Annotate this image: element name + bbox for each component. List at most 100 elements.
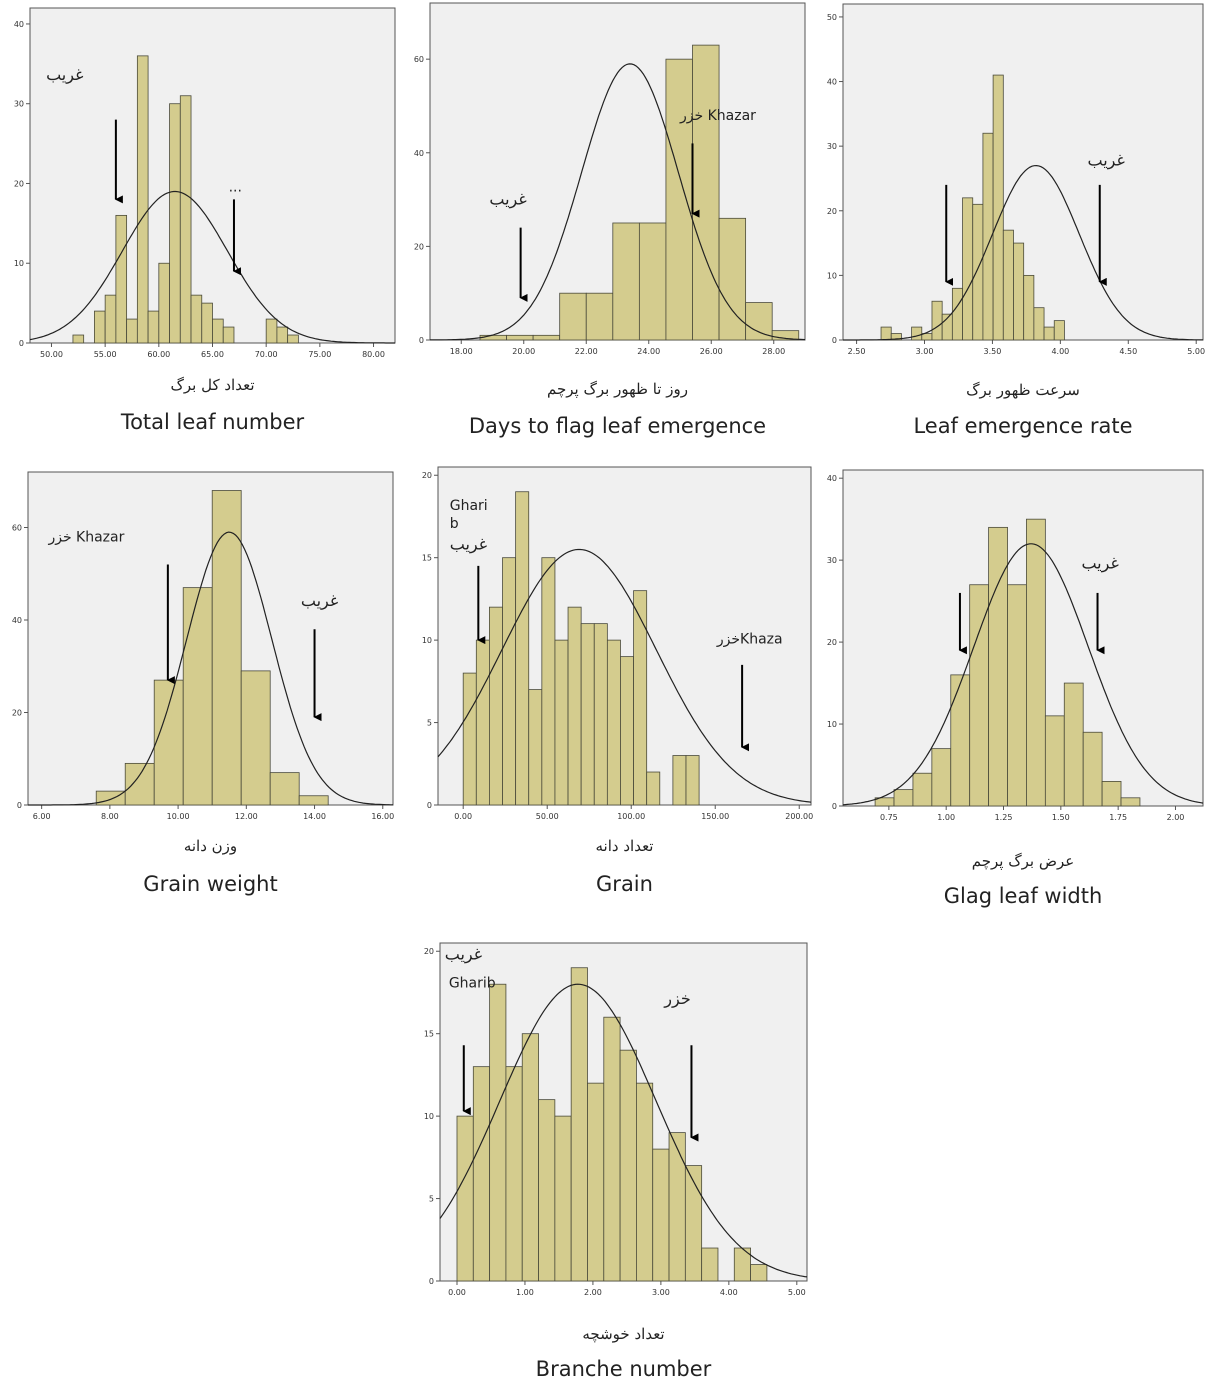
histogram-leaf-rate: 0 10 20 30 40 50 2.50 3.00 3.50 4.00 4.50 5.00 غریب xyxy=(827,3,1205,356)
y-tick-label: 0 xyxy=(19,339,24,348)
x-tick-label: 24.00 xyxy=(637,347,660,356)
x-axis-label-fa: سرعت ظهور برگ xyxy=(966,381,1080,399)
histogram-bar xyxy=(636,1082,654,1282)
x-tick-label: 4.00 xyxy=(1051,347,1069,356)
y-tick-label: 15 xyxy=(422,554,432,563)
x-tick-label: 50.00 xyxy=(536,812,559,821)
normal-curve xyxy=(437,548,812,803)
x-axis-label-fa: تعداد دانه xyxy=(595,837,654,855)
histogram-bar xyxy=(668,1132,686,1282)
histogram-bar xyxy=(969,584,990,807)
histogram-bar xyxy=(169,103,181,344)
histogram-bar xyxy=(1044,715,1065,807)
histogram-bar xyxy=(153,679,184,806)
normal-curve xyxy=(28,531,393,806)
histogram-bar xyxy=(692,44,720,341)
y-tick-label: 40 xyxy=(827,474,837,483)
x-tick-label: 20.00 xyxy=(512,347,535,356)
histogram-bar xyxy=(158,262,170,344)
y-tick-label: 40 xyxy=(12,616,22,625)
y-tick-label: 0 xyxy=(419,336,424,345)
histogram-bar xyxy=(612,222,640,341)
histogram-bar xyxy=(606,639,621,806)
histogram-bar xyxy=(911,326,923,341)
histogram-bar xyxy=(685,755,700,806)
histogram-bar xyxy=(672,755,687,806)
histogram-bar xyxy=(521,1033,539,1282)
histogram-bar xyxy=(528,689,543,806)
x-axis-label-en: Glag leaf width xyxy=(943,884,1103,908)
y-tick-label: 40 xyxy=(414,149,424,158)
histogram-bar xyxy=(136,55,149,344)
x-tick-label: 18.00 xyxy=(450,347,473,356)
histogram-bar xyxy=(1120,797,1141,807)
histogram-bar xyxy=(115,214,128,344)
x-tick-label: 4.50 xyxy=(1119,347,1137,356)
histogram-bar xyxy=(633,590,648,806)
y-tick-label: 0 xyxy=(832,336,837,345)
y-tick-label: 40 xyxy=(827,78,837,87)
x-tick-label: 22.00 xyxy=(575,347,598,356)
x-tick-label: 26.00 xyxy=(700,347,723,356)
y-tick-label: 0 xyxy=(427,801,432,810)
histogram-bar xyxy=(972,203,984,341)
y-tick-label: 30 xyxy=(827,142,837,151)
histogram-bar xyxy=(269,772,300,806)
x-tick-label: 5.00 xyxy=(1187,347,1205,356)
histogram-bar xyxy=(750,1264,768,1282)
histogram-bar xyxy=(489,983,507,1282)
annotation-label: غریب xyxy=(445,944,482,963)
histogram-bar xyxy=(603,1016,621,1282)
histogram-bar xyxy=(298,795,329,806)
x-tick-label: 3.50 xyxy=(984,347,1002,356)
plot-area xyxy=(29,7,396,344)
histogram-grain-weight: 0 20 40 60 6.00 8.00 10.00 12.00 14.00 16.00 خزر K… xyxy=(12,471,394,821)
x-axis-label-fa: تعداد خوشچه xyxy=(582,1325,665,1343)
annotation-label: غریب xyxy=(301,591,338,610)
x-axis-label-fa: روز تا ظهور برگ پرچم xyxy=(547,380,688,398)
y-tick-label: 10 xyxy=(422,636,432,645)
x-tick-label: 1.75 xyxy=(1109,813,1127,822)
histogram-bar xyxy=(1026,518,1046,807)
x-tick-label: 6.00 xyxy=(33,812,51,821)
y-tick-label: 20 xyxy=(14,179,24,188)
histogram-bar xyxy=(646,771,661,806)
annotation-label: غریب xyxy=(46,65,83,84)
x-tick-label: 2.00 xyxy=(1167,813,1185,822)
histogram-bar xyxy=(95,790,126,806)
x-tick-label: 28.00 xyxy=(762,347,785,356)
y-tick-label: 20 xyxy=(827,207,837,216)
y-tick-label: 30 xyxy=(14,100,24,109)
histogram-bar xyxy=(745,302,773,341)
histogram-bar xyxy=(265,318,278,344)
x-axis-label-en: Leaf emergence rate xyxy=(913,414,1133,438)
x-tick-label: 200.00 xyxy=(785,812,813,821)
x-axis-label-fa: وزن دانه xyxy=(183,837,238,855)
y-tick-label: 20 xyxy=(424,947,434,956)
histogram-bar xyxy=(201,302,213,344)
histogram-bar xyxy=(567,606,582,806)
histogram-bar xyxy=(489,606,503,806)
histogram-bar xyxy=(240,670,271,806)
histogram-bar xyxy=(587,1082,605,1282)
y-tick-label: 50 xyxy=(827,13,837,22)
y-tick-label: 10 xyxy=(827,271,837,280)
x-axis-label-fa: عرض برگ پرچم xyxy=(971,852,1075,870)
y-tick-label: 15 xyxy=(424,1030,434,1039)
histogram-bar xyxy=(880,326,892,341)
histogram-bar xyxy=(472,1066,491,1282)
histogram-bar xyxy=(962,197,974,341)
histogram-bar xyxy=(1033,307,1045,341)
x-axis-label-fa: تعداد کل برگ xyxy=(170,376,255,394)
normal-curve xyxy=(439,983,808,1278)
annotation-label: خزرKhaza xyxy=(716,631,783,647)
histogram-branch: 0 5 10 15 20 0.00 1.00 2.00 3.00 4.00 5.00 غریب Ghar… xyxy=(424,942,808,1297)
histogram-bar xyxy=(554,639,569,806)
histogram-bar xyxy=(684,1165,703,1282)
x-axis-label-en: Days to flag leaf emergence xyxy=(468,414,767,438)
histogram-bar xyxy=(619,1049,637,1282)
histogram-bar xyxy=(638,222,667,341)
x-axis-label-en: Grain weight xyxy=(143,872,278,896)
histogram-bar xyxy=(126,318,138,344)
histogram-days-flag: 0 20 40 60 18.00 20.00 22.00 24.00 26.00 28.00 غری… xyxy=(414,2,806,356)
